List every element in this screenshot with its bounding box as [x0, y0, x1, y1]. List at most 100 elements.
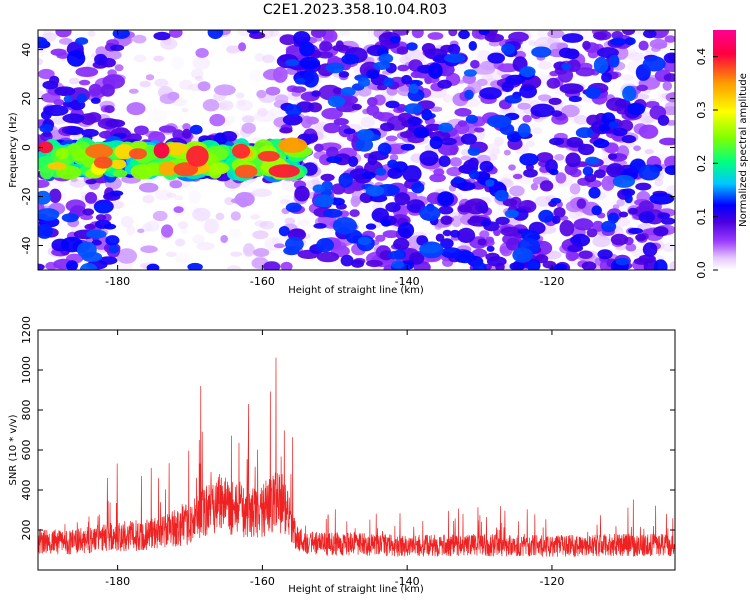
heatmap-cell — [38, 68, 55, 80]
spectrogram-frame — [37, 29, 676, 271]
heatmap-cell — [207, 183, 215, 190]
heatmap-cell — [555, 172, 567, 184]
heatmap-cell — [548, 97, 562, 105]
heatmap-cell — [325, 62, 345, 74]
heatmap-cell — [153, 142, 170, 159]
heatmap-cell — [437, 142, 459, 156]
heatmap-cell — [98, 256, 118, 265]
heatmap-cell — [487, 52, 506, 64]
heatmap-cell — [326, 156, 343, 164]
snr-y-tick-label: 1000 — [20, 356, 33, 384]
heatmap-cell — [299, 56, 321, 70]
heatmap-cell — [611, 30, 624, 40]
heatmap-cell — [543, 126, 553, 133]
heatmap-cell — [111, 200, 124, 209]
heatmap-cell — [38, 179, 50, 188]
heatmap-cell — [612, 127, 628, 137]
heatmap-cell — [531, 46, 552, 58]
heatmap-cell — [663, 52, 675, 64]
heatmap-cell — [593, 138, 610, 149]
heatmap-cell — [294, 77, 306, 85]
heatmap-cell — [642, 242, 658, 257]
heatmap-cell — [362, 171, 376, 180]
heatmap-cell — [373, 61, 391, 70]
heatmap-cell — [389, 154, 399, 161]
heatmap-cell — [167, 91, 180, 101]
heatmap-cell — [204, 218, 220, 234]
heatmap-cell — [212, 264, 228, 270]
heatmap-cell — [55, 30, 72, 38]
heatmap-cell — [220, 235, 228, 243]
heatmap-cell — [649, 192, 675, 205]
heatmap-cell — [585, 156, 600, 165]
heatmap-cell — [85, 179, 97, 185]
heatmap-cell — [508, 164, 516, 171]
heatmap-cell — [638, 40, 649, 51]
heatmap-cell — [479, 87, 502, 100]
heatmap-cell — [376, 84, 388, 91]
heatmap-cell — [522, 114, 532, 123]
heatmap-cell — [112, 30, 130, 39]
heatmap-cell — [297, 219, 310, 227]
heatmap-cell — [528, 40, 536, 46]
heatmap-cell — [187, 262, 203, 270]
heatmap-cell — [468, 169, 480, 180]
heatmap-cell — [586, 228, 598, 238]
heatmap-cell — [549, 168, 559, 176]
heatmap-cell — [413, 127, 430, 139]
heatmap-cell — [633, 145, 641, 151]
heatmap-cell — [665, 92, 675, 103]
heatmap-cell — [317, 51, 334, 59]
heatmap-cell — [85, 143, 113, 159]
heatmap-cell — [215, 212, 225, 221]
heatmap-cell — [140, 245, 158, 253]
heatmap-cell — [607, 153, 618, 160]
heatmap-cell — [470, 59, 480, 69]
heatmap-cell — [312, 184, 326, 193]
heatmap-cell — [114, 64, 124, 72]
heatmap-cell — [284, 217, 296, 226]
heatmap-cell — [567, 251, 580, 261]
heatmap-cell — [338, 71, 350, 78]
heatmap-cell — [365, 223, 377, 230]
heatmap-cell — [446, 166, 463, 177]
snr-panel: -180 -160 -140 -120 200 400 600 800 1000 1200 He… — [8, 316, 676, 595]
heatmap-cell — [120, 216, 134, 228]
heatmap-cell — [494, 189, 509, 202]
heatmap-cell — [553, 207, 566, 218]
heatmap-cell — [538, 209, 554, 223]
heatmap-cell — [541, 138, 551, 147]
heatmap-cell — [565, 152, 581, 168]
heatmap-cell — [133, 54, 147, 63]
heatmap-cell — [653, 259, 668, 270]
heatmap-cell — [396, 104, 408, 112]
heatmap-cell — [569, 183, 581, 195]
heatmap-cell — [253, 248, 270, 257]
heatmap-cell — [219, 100, 234, 111]
heatmap-cell — [91, 239, 102, 246]
heatmap-cell — [195, 75, 203, 82]
heatmap-cell — [393, 238, 410, 251]
heatmap-cell — [305, 116, 319, 125]
heatmap-cell — [272, 66, 288, 83]
spectrogram-y-tick-label: 0 — [20, 144, 33, 151]
heatmap-cell — [527, 260, 540, 270]
heatmap-cell — [159, 266, 168, 270]
heatmap-cell — [265, 86, 281, 96]
heatmap-cell — [173, 195, 184, 201]
heatmap-cell — [127, 45, 138, 52]
heatmap-cell — [49, 188, 62, 203]
heatmap-cell — [263, 261, 281, 270]
heatmap-cell — [189, 124, 203, 135]
heatmap-cell — [76, 93, 87, 104]
snr-x-axis-label: Height of straight line (km) — [288, 584, 424, 595]
heatmap-cell — [175, 252, 191, 264]
heatmap-cell — [558, 47, 574, 59]
heatmap-cell — [463, 69, 477, 77]
heatmap-cell — [561, 104, 580, 118]
heatmap-cell — [311, 90, 321, 97]
heatmap-cell — [332, 87, 343, 95]
heatmap-cell — [598, 124, 610, 132]
heatmap-cell — [454, 84, 465, 90]
heatmap-cell — [326, 146, 339, 158]
